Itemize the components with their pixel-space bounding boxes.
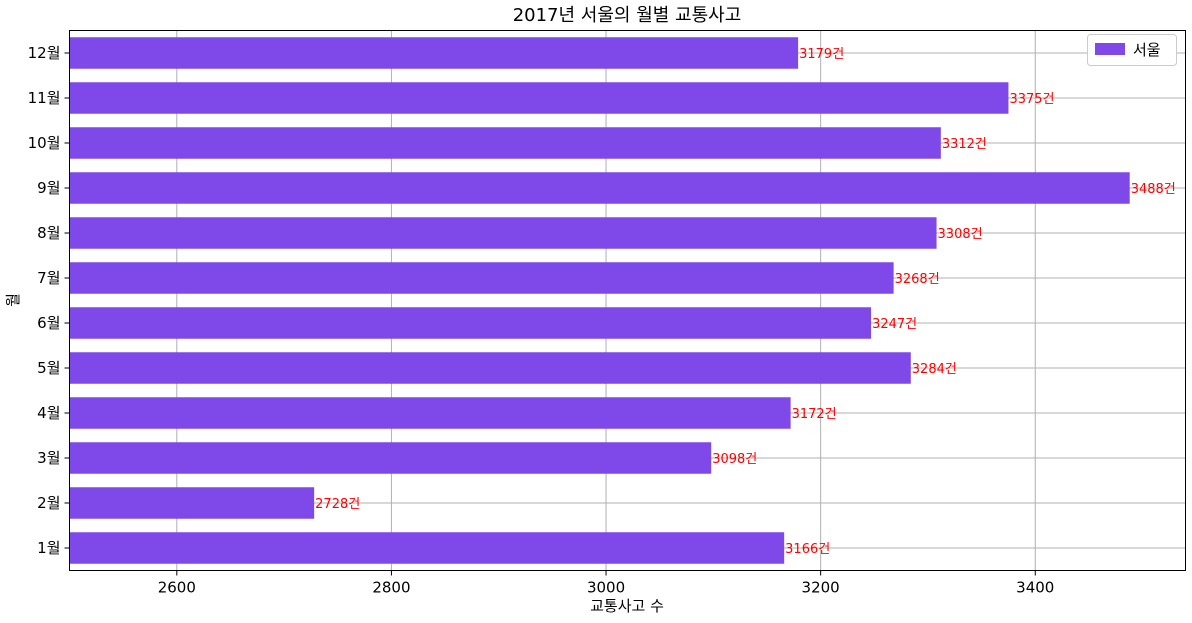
x-axis-label: 교통사고 수 <box>590 597 664 615</box>
bar <box>69 307 872 339</box>
legend-label: 서울 <box>1133 41 1161 59</box>
bar <box>69 37 799 69</box>
x-tick-label: 2600 <box>158 579 196 597</box>
x-tick-label: 3000 <box>587 579 625 597</box>
bar <box>69 487 315 519</box>
y-tick-label: 5월 <box>37 359 60 377</box>
bar-value-label: 3268건 <box>895 272 940 287</box>
bar-value-label: 3308건 <box>938 227 983 242</box>
y-tick-label: 3월 <box>37 449 60 467</box>
y-tick-label: 12월 <box>28 44 61 62</box>
bar-value-label: 3172건 <box>792 407 837 422</box>
bar <box>69 127 941 159</box>
y-tick-label: 4월 <box>37 404 60 422</box>
bar-value-label: 3488건 <box>1131 182 1176 197</box>
bar-value-label: 3247건 <box>872 317 917 332</box>
bar-value-label: 3166건 <box>785 542 830 557</box>
x-tick-label: 2800 <box>372 579 410 597</box>
bar-value-label: 3312건 <box>942 137 987 152</box>
y-tick-label: 10월 <box>28 134 61 152</box>
plot-frame <box>69 30 1186 571</box>
bars <box>69 37 1130 564</box>
y-tick-label: 11월 <box>28 89 61 107</box>
y-tick-label: 6월 <box>37 314 60 332</box>
bar <box>69 397 791 429</box>
x-axis-ticks: 2600 2800 3000 3200 3400 <box>158 570 1054 597</box>
y-tick-label: 2월 <box>37 494 60 512</box>
bar <box>69 442 712 474</box>
legend-box <box>1087 34 1177 66</box>
y-tick-label: 1월 <box>37 539 60 557</box>
x-tick-label: 3200 <box>802 579 840 597</box>
chart-title: 2017년 서울의 월별 교통사고 <box>513 5 742 26</box>
bar-value-label: 3375건 <box>1009 92 1054 107</box>
bar-value-label: 2728건 <box>315 497 360 512</box>
bar-value-label: 3098건 <box>712 452 757 467</box>
x-tick-label: 3400 <box>1016 579 1054 597</box>
data-labels: 3166건 2728건 3098건 3172건 3284건 3247건 3268건 3308건… <box>315 47 1176 557</box>
y-tick-label: 8월 <box>37 224 60 242</box>
legend: 서울 <box>1087 34 1177 66</box>
bar <box>69 82 1009 114</box>
bar <box>69 262 894 294</box>
bar-value-label: 3284건 <box>912 362 957 377</box>
bar <box>69 532 785 564</box>
y-tick-label: 9월 <box>37 179 60 197</box>
bar-value-label: 3179건 <box>799 47 844 62</box>
bar <box>69 217 937 249</box>
legend-swatch <box>1095 43 1125 55</box>
y-axis-label: 월 <box>4 293 22 307</box>
bar <box>69 352 911 384</box>
y-axis-ticks: 1월 2월 3월 4월 5월 6월 7월 8월 9월 10월 11월 12월 <box>28 44 70 557</box>
y-tick-label: 7월 <box>37 269 60 287</box>
bar <box>69 172 1130 204</box>
